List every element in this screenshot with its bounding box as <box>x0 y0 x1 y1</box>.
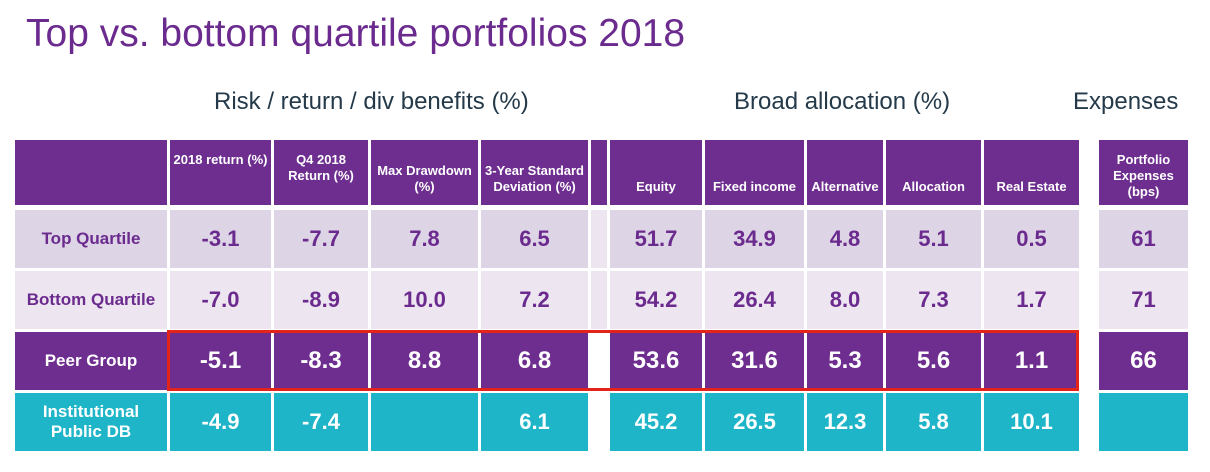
row-institutional-public-db-ret2018: -4.9 <box>170 393 271 451</box>
row-bottom-quartile-expenses: 71 <box>1099 271 1188 329</box>
row-bottom-quartile-alternative: 8.0 <box>807 271 883 329</box>
row-top-quartile-equity: 51.7 <box>610 210 702 268</box>
header-equity: Equity <box>610 140 702 205</box>
peer-group-highlight <box>167 330 1079 391</box>
row-bottom-quartile-ret2018: -7.0 <box>170 271 271 329</box>
row-peer-group-fixed: 31.6 <box>705 332 804 390</box>
row-peer-group-alternative: 5.3 <box>807 332 883 390</box>
row-top-quartile-allocation: 5.1 <box>886 210 981 268</box>
row-institutional-public-db-expenses <box>1099 393 1188 451</box>
header-allocation: Allocation <box>886 140 981 205</box>
gap-cell <box>591 332 607 390</box>
header-maxdd: Max Drawdown (%) <box>371 140 478 205</box>
row-bottom-quartile-equity: 54.2 <box>610 271 702 329</box>
row-institutional-public-db-label: Institutional Public DB <box>15 393 167 451</box>
row-peer-group-expenses: 66 <box>1099 332 1188 390</box>
row-top-quartile-alternative: 4.8 <box>807 210 883 268</box>
row-peer-group-q4: -8.3 <box>274 332 368 390</box>
row-bottom-quartile-realestate: 1.7 <box>984 271 1079 329</box>
row-peer-group-maxdd: 8.8 <box>371 332 478 390</box>
header-std3y: 3-Year Standard Deviation (%) <box>481 140 588 205</box>
row-institutional-public-db-allocation: 5.8 <box>886 393 981 451</box>
header-realestate: Real Estate <box>984 140 1079 205</box>
section-broad-allocation: Broad allocation (%) <box>734 88 951 115</box>
row-peer-group-std3y: 6.8 <box>481 332 588 390</box>
row-peer-group-equity: 53.6 <box>610 332 702 390</box>
row-peer-group-label: Peer Group <box>15 332 167 390</box>
row-bottom-quartile-q4: -8.9 <box>274 271 368 329</box>
row-peer-group-realestate: 1.1 <box>984 332 1079 390</box>
row-institutional-public-db-equity: 45.2 <box>610 393 702 451</box>
row-institutional-public-db-alternative: 12.3 <box>807 393 883 451</box>
header-expenses: Portfolio Expenses (bps) <box>1099 140 1188 205</box>
gap-cell <box>591 393 607 451</box>
row-institutional-public-db-maxdd <box>371 393 478 451</box>
header-fixed: Fixed income <box>705 140 804 205</box>
gap-cell <box>591 210 607 268</box>
row-bottom-quartile-label: Bottom Quartile <box>15 271 167 329</box>
row-top-quartile-ret2018: -3.1 <box>170 210 271 268</box>
row-institutional-public-db-realestate: 10.1 <box>984 393 1079 451</box>
header-ret2018: 2018 return (%) <box>170 140 271 205</box>
row-top-quartile-maxdd: 7.8 <box>371 210 478 268</box>
row-top-quartile-realestate: 0.5 <box>984 210 1079 268</box>
row-bottom-quartile-std3y: 7.2 <box>481 271 588 329</box>
section-expenses: Expenses <box>1073 88 1179 115</box>
row-institutional-public-db-std3y: 6.1 <box>481 393 588 451</box>
header-q4: Q4 2018 Return (%) <box>274 140 368 205</box>
gap-cell <box>591 271 607 329</box>
header-gap <box>591 140 607 205</box>
row-top-quartile-q4: -7.7 <box>274 210 368 268</box>
section-risk-return: Risk / return / div benefits (%) <box>214 88 529 115</box>
row-institutional-public-db-q4: -7.4 <box>274 393 368 451</box>
row-bottom-quartile-maxdd: 10.0 <box>371 271 478 329</box>
row-top-quartile-expenses: 61 <box>1099 210 1188 268</box>
header-label <box>15 140 167 205</box>
row-peer-group-allocation: 5.6 <box>886 332 981 390</box>
row-top-quartile-fixed: 34.9 <box>705 210 804 268</box>
page-title: Top vs. bottom quartile portfolios 2018 <box>26 12 686 55</box>
row-top-quartile-label: Top Quartile <box>15 210 167 268</box>
row-institutional-public-db-fixed: 26.5 <box>705 393 804 451</box>
row-top-quartile-std3y: 6.5 <box>481 210 588 268</box>
row-bottom-quartile-allocation: 7.3 <box>886 271 981 329</box>
row-peer-group-ret2018: -5.1 <box>170 332 271 390</box>
row-bottom-quartile-fixed: 26.4 <box>705 271 804 329</box>
header-alternative: Alternative <box>807 140 883 205</box>
